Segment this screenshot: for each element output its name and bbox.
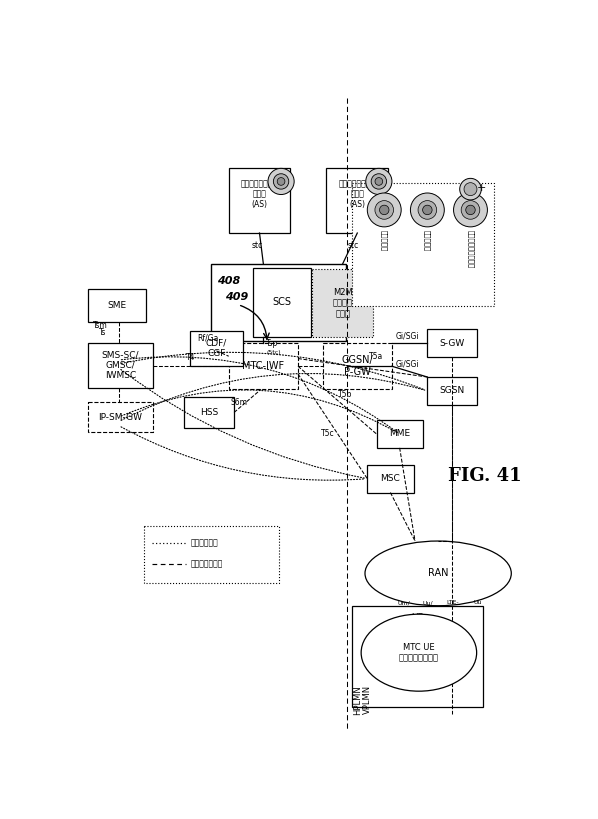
Text: SCS: SCS	[273, 297, 292, 307]
Bar	[88, 343, 153, 388]
Text: MME: MME	[389, 429, 410, 438]
Circle shape	[464, 183, 477, 196]
Text: S-GW: S-GW	[440, 338, 465, 347]
Circle shape	[371, 174, 386, 189]
Text: stc: stc	[252, 242, 263, 251]
Text: (5tc): (5tc)	[267, 350, 281, 355]
Circle shape	[366, 169, 392, 195]
Text: S6m: S6m	[230, 398, 247, 407]
Circle shape	[375, 201, 393, 219]
Text: FIG. 41: FIG. 41	[447, 467, 521, 485]
Circle shape	[460, 179, 481, 200]
Bar	[88, 289, 145, 322]
Bar	[228, 343, 298, 389]
Bar	[367, 465, 413, 492]
Text: ユーザプレーン: ユーザプレーン	[190, 559, 222, 568]
Bar	[352, 183, 495, 306]
Text: HSS: HSS	[200, 408, 218, 417]
Bar	[254, 268, 311, 337]
Text: Uu/: Uu/	[423, 600, 434, 605]
Circle shape	[375, 178, 383, 185]
Text: Tsm: Tsm	[93, 321, 108, 330]
Circle shape	[461, 201, 480, 219]
Text: T5c: T5c	[321, 428, 335, 437]
Bar	[190, 331, 243, 366]
Text: T4: T4	[185, 353, 195, 362]
Circle shape	[410, 193, 444, 227]
Text: 制御プレーン: 制御プレーン	[190, 538, 218, 547]
Text: CDF/
CGF: CDF/ CGF	[206, 339, 227, 358]
Circle shape	[466, 206, 475, 215]
Text: Rf/Ga: Rf/Ga	[197, 334, 218, 343]
Text: GGSN/
P-GW: GGSN/ P-GW	[341, 355, 373, 377]
Bar	[184, 397, 234, 428]
Text: 408: 408	[217, 276, 240, 286]
Text: +: +	[477, 183, 486, 192]
Text: IP-SM-GW: IP-SM-GW	[99, 413, 142, 422]
Bar	[323, 343, 392, 389]
Text: VPLMN: VPLMN	[362, 685, 372, 714]
Text: アプリケーション
サーバ
(AS): アプリケーション サーバ (AS)	[339, 179, 376, 209]
Ellipse shape	[365, 541, 511, 606]
Circle shape	[418, 201, 437, 219]
Text: 解放モデル: 解放モデル	[381, 230, 388, 251]
Text: 接続モデル: 接続モデル	[424, 230, 431, 251]
Circle shape	[367, 193, 401, 227]
Text: T5b: T5b	[338, 390, 352, 399]
Text: M2M
サービス
ノード: M2M サービス ノード	[332, 288, 353, 318]
Bar	[144, 526, 279, 583]
Text: ハイブリッドモデル: ハイブリッドモデル	[467, 230, 474, 268]
Text: Uu: Uu	[474, 600, 483, 605]
Text: MSC: MSC	[380, 474, 400, 483]
Circle shape	[453, 193, 487, 227]
Circle shape	[423, 206, 432, 215]
Circle shape	[277, 178, 285, 185]
Bar	[228, 168, 290, 233]
Text: Gi/SGi: Gi/SGi	[396, 360, 419, 369]
Circle shape	[380, 206, 389, 215]
Text: MTC-IWF: MTC-IWF	[242, 361, 285, 371]
Text: stc: stc	[347, 242, 359, 251]
Bar	[352, 607, 483, 707]
Text: LTE-: LTE-	[447, 600, 459, 605]
Bar	[327, 168, 388, 233]
Text: SME: SME	[107, 301, 126, 310]
Circle shape	[268, 169, 294, 195]
Bar	[377, 420, 423, 448]
Circle shape	[273, 174, 289, 189]
Bar	[428, 377, 477, 405]
Text: Tsp: Tsp	[267, 339, 279, 348]
Bar	[312, 269, 374, 337]
Text: Gi/SGi: Gi/SGi	[396, 332, 419, 341]
Bar	[88, 402, 153, 432]
Text: SGSN: SGSN	[440, 387, 465, 396]
Text: RAN: RAN	[428, 568, 448, 578]
Text: アプリケーション
サーバ
(AS): アプリケーション サーバ (AS)	[241, 179, 278, 209]
Text: Ts: Ts	[99, 328, 106, 337]
Text: T5a: T5a	[369, 351, 383, 360]
Text: HPLMN: HPLMN	[353, 685, 362, 714]
Text: SMS-SC/
GMSC/
IWMSC: SMS-SC/ GMSC/ IWMSC	[102, 351, 139, 380]
Ellipse shape	[361, 614, 477, 691]
Bar	[211, 264, 346, 341]
Text: MTC UE
アプリケーション: MTC UE アプリケーション	[399, 643, 439, 663]
Text: 409: 409	[225, 292, 248, 302]
Text: UE: UE	[411, 613, 423, 622]
Bar	[428, 329, 477, 357]
Text: Um/: Um/	[397, 600, 410, 605]
